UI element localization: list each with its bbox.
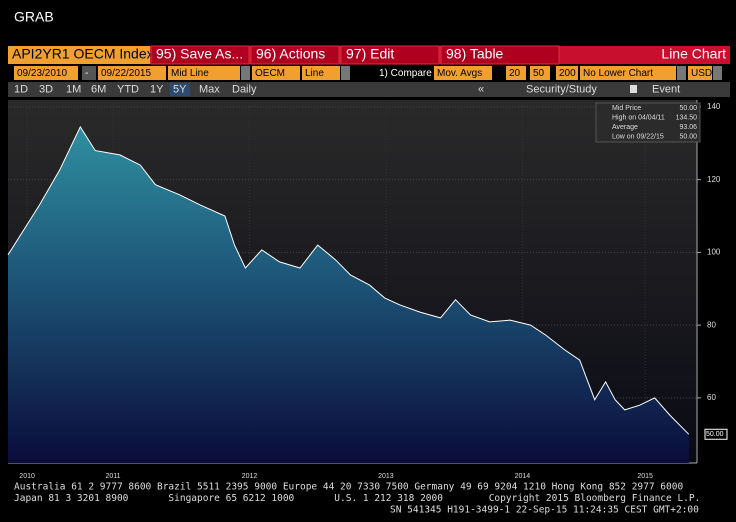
- x-tick-label: 2013: [378, 473, 394, 480]
- field-box[interactable]: [168, 66, 240, 80]
- field-box[interactable]: [302, 66, 340, 80]
- field-box[interactable]: [82, 66, 96, 80]
- stat-label: Low on 09/22/15: [612, 133, 664, 140]
- stat-label: High on 04/04/11: [612, 114, 665, 121]
- area: [8, 126, 689, 464]
- field-text: No Lower Chart: [583, 68, 653, 79]
- field-text: Mov. Avgs: [437, 68, 482, 79]
- range-button[interactable]: 6M: [91, 83, 106, 95]
- collapse-icon[interactable]: «: [478, 83, 484, 95]
- field-box[interactable]: [688, 66, 712, 80]
- toolbar-button-label: 98) Table: [446, 46, 504, 62]
- field-text: 09/22/2015: [101, 68, 151, 79]
- field-text: 1) Compare: [379, 68, 432, 79]
- last-value-tag: [704, 428, 728, 440]
- field-box[interactable]: [530, 66, 550, 80]
- frequency[interactable]: Daily: [232, 83, 257, 95]
- dropdown[interactable]: [241, 66, 250, 80]
- event-flag: [630, 85, 637, 93]
- dropdown[interactable]: [713, 66, 722, 80]
- field-box[interactable]: [98, 66, 166, 80]
- x-tick-label: 2012: [242, 473, 258, 480]
- x-tick-label: 2015: [637, 473, 653, 480]
- y-tick-label: 80: [707, 320, 716, 329]
- field-text: -: [85, 68, 88, 79]
- window-title: GRAB: [14, 9, 54, 25]
- security-field[interactable]: [8, 46, 150, 64]
- toolbar-button[interactable]: [250, 45, 340, 65]
- range-selected[interactable]: [170, 83, 190, 96]
- range-button[interactable]: YTD: [117, 83, 139, 95]
- dropdown[interactable]: [677, 66, 686, 80]
- toolbar-button-label: 96) Actions: [256, 46, 325, 62]
- toolbar-button[interactable]: [150, 45, 250, 65]
- stat-label: Mid Price: [612, 105, 641, 112]
- field-text: Mid Line: [171, 68, 209, 79]
- field-text: 50: [533, 68, 545, 79]
- field-text: 09/23/2010: [17, 68, 67, 79]
- security: API2YR1 OECM Index: [12, 46, 154, 62]
- dropdown[interactable]: [341, 66, 350, 80]
- y-tick-label: 60: [707, 393, 716, 402]
- stat-label: Average: [612, 124, 638, 131]
- stats-box: [595, 102, 701, 143]
- field-box[interactable]: [252, 66, 300, 80]
- range-button[interactable]: 1Y: [150, 83, 164, 95]
- chart-type: Line Chart: [661, 46, 726, 62]
- field-text: 20: [509, 68, 521, 79]
- field-text: Line: [305, 68, 324, 79]
- y-tick-label: 140: [707, 102, 721, 111]
- stat-value: 50.00: [679, 133, 697, 140]
- footer-line: Australia 61 2 9777 8600 Brazil 5511 239…: [14, 482, 683, 493]
- range-button[interactable]: Max: [199, 83, 220, 95]
- field-text: OECM: [255, 68, 285, 79]
- field-box[interactable]: [506, 66, 526, 80]
- range-button[interactable]: 5Y: [173, 83, 187, 95]
- y-tick-label: 100: [707, 248, 721, 257]
- field-box[interactable]: [434, 66, 492, 80]
- field-box[interactable]: [14, 66, 78, 80]
- range-button[interactable]: 3D: [39, 83, 53, 95]
- stat-value: 93.06: [679, 124, 697, 131]
- x-tick-label: 2011: [106, 473, 121, 480]
- x-tick-label: 2014: [515, 473, 531, 480]
- toolbar-button-label: 97) Edit: [346, 46, 394, 62]
- x-tick-label: 2010: [19, 473, 35, 480]
- toolbar-button[interactable]: [340, 45, 440, 65]
- range-button[interactable]: 1D: [14, 83, 28, 95]
- event[interactable]: Event: [652, 83, 680, 95]
- y-tick-label: 120: [707, 175, 721, 184]
- stat-value: 134.50: [676, 114, 698, 121]
- toolbar-button-label: 95) Save As...: [156, 46, 243, 62]
- toolbar-button[interactable]: [440, 45, 560, 65]
- field-box[interactable]: [556, 66, 578, 80]
- stat-value: 50.00: [679, 105, 697, 112]
- footer-line: SN 541345 H191-3499-1 22-Sep-15 11:24:35…: [390, 505, 699, 516]
- range-button[interactable]: 1M: [66, 83, 81, 95]
- line: [7, 125, 690, 435]
- field-box[interactable]: [580, 66, 676, 80]
- last-value-label: 50.00: [706, 431, 724, 438]
- field-text: 200: [559, 68, 576, 79]
- security-study[interactable]: Security/Study: [526, 83, 597, 95]
- field-text: USD: [691, 68, 712, 79]
- footer-line: Japan 81 3 3201 8900 Singapore 65 6212 1…: [14, 493, 700, 504]
